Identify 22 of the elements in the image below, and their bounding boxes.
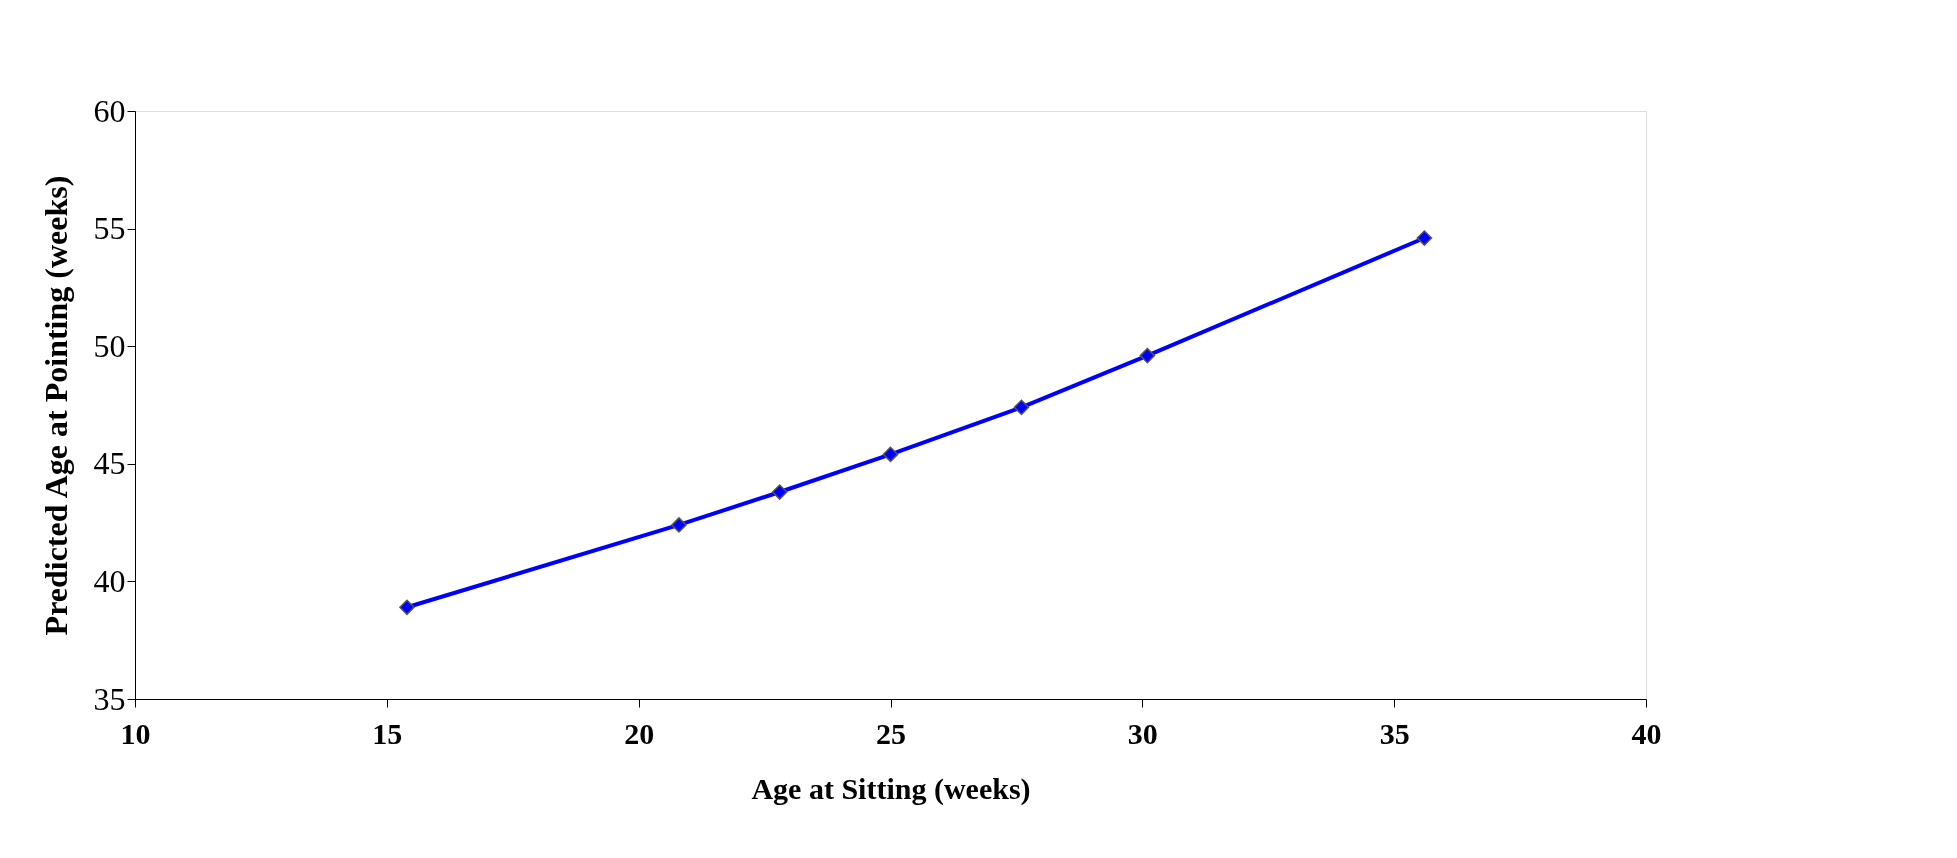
- point: [771, 484, 788, 500]
- y-tick-label: 45: [93, 445, 126, 482]
- x-tick-label: 40: [1631, 716, 1662, 750]
- x-tick-label: 35: [1379, 716, 1410, 750]
- point: [1139, 347, 1156, 364]
- point: [882, 446, 899, 463]
- point: [399, 599, 415, 616]
- point: [1013, 399, 1030, 416]
- x-tick-label: 30: [1127, 716, 1158, 750]
- x-tick-label: 10: [120, 716, 151, 750]
- y-tick-label: 60: [93, 92, 126, 129]
- y-axis-title: Predicted Age at Pointing (weeks): [37, 175, 74, 636]
- y-tick-label: 35: [93, 680, 126, 717]
- y-tick-label: 55: [93, 210, 126, 247]
- y-tick-label: 50: [93, 327, 126, 364]
- point: [671, 517, 687, 533]
- x-axis-title: Age at Sitting (weeks): [751, 771, 1031, 806]
- x-tick-label: 15: [372, 716, 403, 750]
- x-tick-label: 25: [876, 716, 906, 750]
- point: [1416, 230, 1433, 246]
- y-tick-label: 40: [93, 562, 126, 599]
- x-tick-label: 20: [624, 716, 655, 750]
